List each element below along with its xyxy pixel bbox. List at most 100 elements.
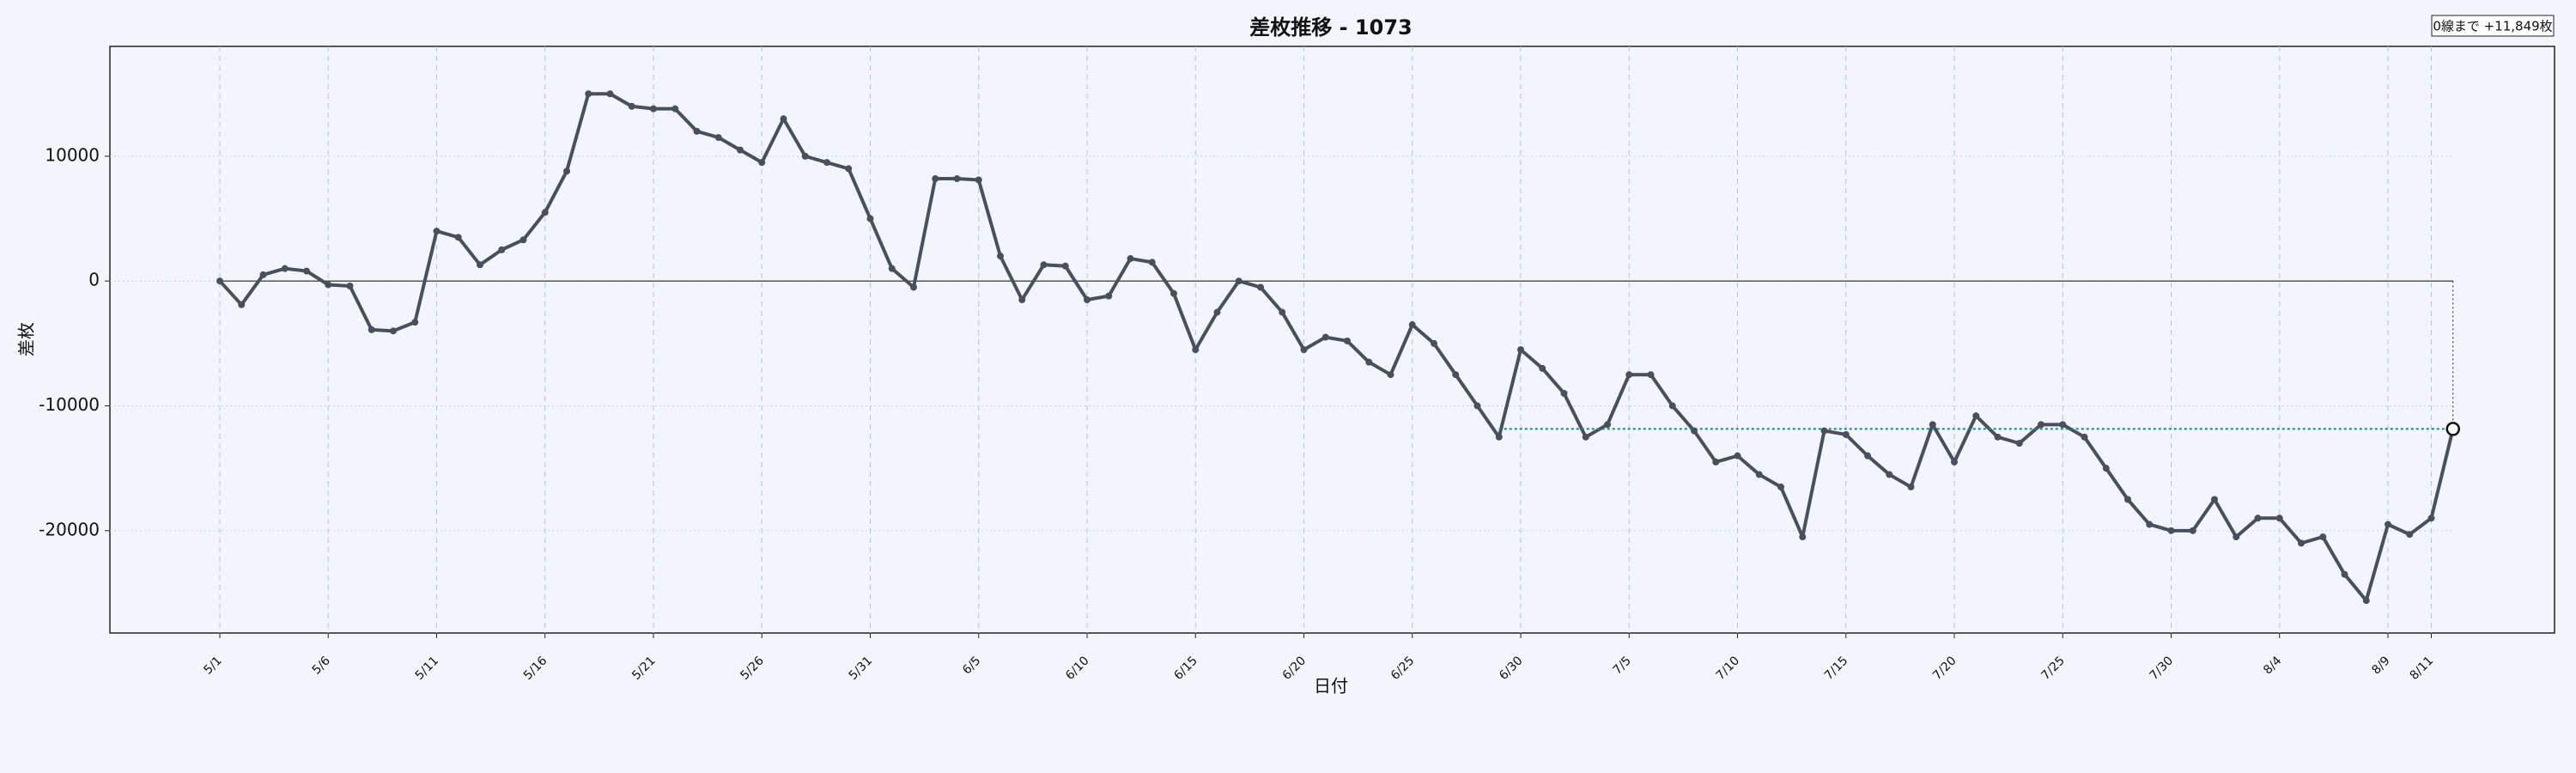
- point: [932, 175, 939, 183]
- x-tick-label: 6/30: [1497, 654, 1526, 683]
- point: [953, 175, 961, 183]
- point: [1951, 458, 1958, 466]
- point: [714, 134, 722, 142]
- point: [498, 246, 506, 253]
- point: [823, 159, 830, 167]
- point: [1972, 412, 1980, 420]
- point: [303, 267, 310, 275]
- point: [1994, 433, 2002, 441]
- point: [1907, 483, 1915, 490]
- point: [585, 90, 592, 98]
- point: [346, 283, 354, 290]
- x-tick-label: 5/1: [201, 654, 224, 677]
- point: [1105, 292, 1113, 300]
- point: [1604, 421, 1611, 429]
- x-tick-label: 5/11: [413, 654, 442, 683]
- x-tick-label: 6/5: [960, 654, 983, 677]
- point: [737, 146, 744, 154]
- point: [1625, 371, 1633, 379]
- annotation: 0線まで +11,849枚: [2433, 19, 2552, 34]
- point: [281, 265, 289, 272]
- point: [216, 277, 223, 285]
- point: [2038, 421, 2044, 429]
- point: [780, 115, 787, 123]
- point: [2319, 533, 2327, 541]
- point: [2406, 531, 2414, 539]
- x-tick-label: 5/26: [738, 654, 767, 683]
- point: [866, 215, 874, 222]
- x-axis-label: 日付: [1314, 676, 1348, 697]
- point: [975, 176, 982, 184]
- point: [1192, 346, 1200, 354]
- y-tick-label: -10000: [39, 394, 100, 415]
- x-tick-label: 5/31: [847, 654, 876, 683]
- point: [1431, 339, 1437, 347]
- point: [1127, 255, 1134, 263]
- point: [2146, 520, 2154, 528]
- point: [1842, 430, 1850, 438]
- x-tick-label: 7/25: [2038, 654, 2068, 683]
- x-tick-label: 7/15: [1822, 654, 1851, 683]
- point: [1777, 483, 1784, 490]
- x-tick-label: 7/5: [1611, 654, 1634, 677]
- point: [1734, 452, 1741, 460]
- point: [1018, 295, 1026, 303]
- final-point: [2445, 422, 2460, 436]
- x-tick-label: 6/25: [1388, 654, 1418, 683]
- point: [1452, 371, 1460, 379]
- point: [1929, 421, 1936, 429]
- point: [2341, 570, 2348, 578]
- point: [1344, 337, 1351, 344]
- point: [1712, 458, 1720, 466]
- annotation-box: [2431, 15, 2555, 37]
- x-tick-label: 7/30: [2148, 654, 2177, 683]
- point: [1408, 321, 1416, 329]
- point: [2059, 421, 2067, 429]
- x-tick-label: 5/21: [629, 654, 659, 683]
- point: [2189, 526, 2196, 534]
- point: [997, 253, 1004, 260]
- point: [2298, 539, 2305, 547]
- series-line: [218, 92, 2455, 603]
- x-tick-label: 5/6: [310, 654, 333, 677]
- point: [454, 234, 462, 241]
- point: [1061, 262, 1069, 270]
- point: [2211, 496, 2218, 503]
- point: [368, 326, 375, 333]
- point: [801, 152, 809, 160]
- y-tick-label: 10000: [45, 144, 100, 165]
- point: [2124, 496, 2131, 503]
- point: [1257, 283, 1264, 291]
- y-tick-label: -20000: [39, 519, 100, 539]
- chart-title: 差枚推移 - 1073: [1249, 15, 1412, 40]
- point: [325, 281, 332, 289]
- point: [1539, 364, 1546, 372]
- point: [1148, 259, 1156, 266]
- x-tick-label: 6/15: [1171, 654, 1200, 683]
- point: [671, 105, 679, 113]
- point: [1213, 308, 1221, 316]
- point: [1647, 371, 1655, 379]
- point: [1300, 346, 1308, 354]
- point: [1560, 389, 1568, 397]
- x-tick-label: 6/20: [1280, 654, 1309, 683]
- point: [1279, 308, 1286, 316]
- point: [2233, 533, 2240, 541]
- point: [1668, 402, 1676, 410]
- point: [910, 283, 917, 291]
- x-tick-label: 6/10: [1063, 654, 1092, 683]
- point: [2167, 526, 2175, 534]
- point: [519, 236, 527, 244]
- point: [1517, 346, 1524, 354]
- point: [477, 261, 483, 269]
- x-tick-label: 7/10: [1714, 654, 1743, 683]
- point: [1755, 471, 1763, 478]
- point: [390, 327, 397, 335]
- point: [650, 105, 657, 113]
- point: [1799, 533, 1807, 541]
- point: [433, 228, 440, 235]
- y-axis-label: 差枚: [16, 322, 37, 356]
- point: [1170, 289, 1177, 297]
- point: [2081, 433, 2088, 441]
